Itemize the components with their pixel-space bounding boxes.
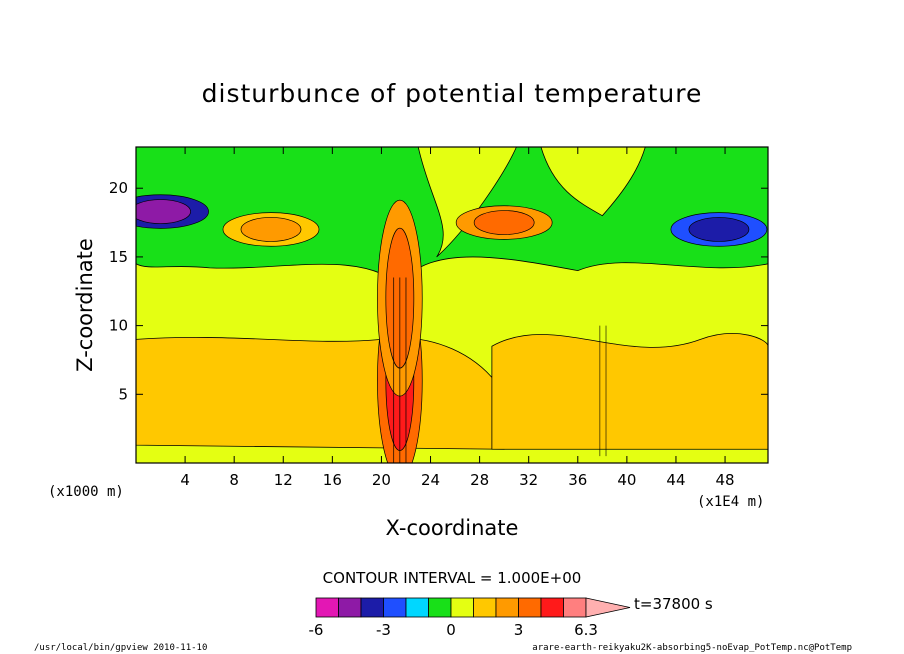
colorbar-swatch (563, 597, 587, 618)
x-tick-label: 40 (617, 471, 636, 489)
x-tick-label: 44 (666, 471, 685, 489)
y-tick-label: 20 (109, 179, 128, 197)
colorbar-swatch (338, 597, 362, 618)
x-tick-label: 8 (229, 471, 239, 489)
colorbar-swatch (518, 597, 542, 618)
x-tick-label: 4 (180, 471, 190, 489)
footer-right: arare-earth-reikyaku2K-absorbing5-noEvap… (532, 643, 852, 653)
colorbar-tick-label: 0 (446, 621, 456, 639)
y-tick-label: 10 (109, 317, 128, 335)
field-feature (136, 199, 191, 224)
field-blobs (136, 194, 768, 463)
field-bands (136, 147, 768, 463)
x-tick-label: 20 (372, 471, 391, 489)
y-axis: 5 10 15 20 (109, 179, 768, 403)
field-feature (688, 217, 750, 242)
footer-left: /usr/local/bin/gpview 2010-11-10 (34, 643, 207, 653)
colorbar-swatch (428, 597, 452, 618)
field-feature (473, 210, 535, 235)
warm-layer-left (136, 336, 505, 450)
x-tick-label: 48 (716, 471, 735, 489)
time-label: t=37800 s (634, 595, 713, 613)
chart-title: disturbunce of potential temperature (202, 79, 703, 108)
contour-interval-label: CONTOUR INTERVAL = 1.000E+00 (323, 569, 582, 587)
x-tick-label: 36 (568, 471, 587, 489)
y-tick-label: 15 (109, 248, 128, 266)
colorbar-tick-label: 3 (514, 621, 524, 639)
x-tick-label: 12 (274, 471, 293, 489)
warm-layer-right (491, 333, 768, 450)
y-axis-title: Z-coordinate (73, 238, 97, 372)
x-multiplier-label: (x1E4 m) (697, 494, 764, 510)
colorbar-swatch (315, 597, 339, 618)
x-tick-label: 24 (421, 471, 440, 489)
field-feature (240, 217, 302, 242)
colorbar-tick-label: -6 (309, 621, 324, 639)
colorbar-tick-label: -3 (376, 621, 391, 639)
plot-area (136, 147, 768, 463)
colorbar-tick-label: 6.3 (574, 621, 598, 639)
x-axis-title: X-coordinate (386, 516, 519, 540)
x-unit-label: (x1000 m) (48, 484, 124, 500)
upper-yellow-streak (417, 147, 517, 258)
colorbar-swatch (450, 597, 474, 618)
y-tick-label: 5 (118, 385, 128, 403)
plot-frame (135, 146, 769, 464)
colorbar-tick-labels: -6 -3 0 3 6.3 (309, 621, 598, 639)
x-tick-label: 28 (470, 471, 489, 489)
x-tick-label: 32 (519, 471, 538, 489)
x-axis: 4 8 12 16 20 24 28 32 36 40 44 48 (180, 147, 735, 489)
colorbar-extend-arrow (585, 597, 631, 618)
colorbar-swatch (473, 597, 497, 618)
colorbar-swatch (405, 597, 429, 618)
colorbar-swatch (540, 597, 564, 618)
upper-yellow-streak-2 (540, 147, 646, 217)
colorbar-swatch (383, 597, 407, 618)
x-tick-label: 16 (323, 471, 342, 489)
colorbar (315, 597, 631, 618)
colorbar-swatch (360, 597, 384, 618)
colorbar-swatch (495, 597, 519, 618)
